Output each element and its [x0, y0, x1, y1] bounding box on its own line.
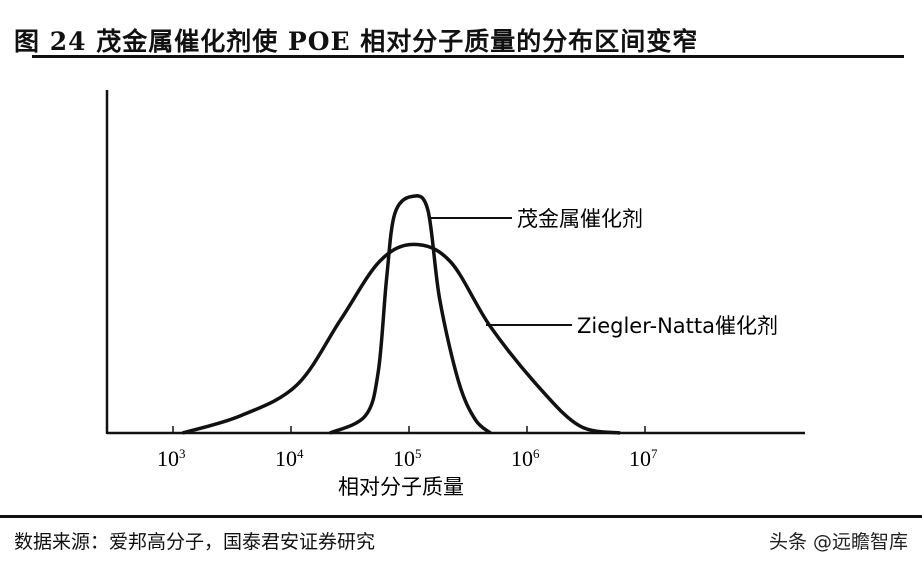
curve-ziegler-natta	[181, 242, 621, 435]
x-axis-label: 相对分子质量	[338, 475, 464, 499]
watermark: 头条 @远瞻智库	[768, 531, 908, 553]
figure-title: 图 24 茂金属催化剂使 POE 相对分子质量的分布区间变窄	[14, 27, 699, 56]
source-note: 数据来源：爱邦高分子，国泰君安证券研究	[14, 531, 376, 553]
series-label-zn: Ziegler-Natta催化剂	[577, 314, 778, 338]
x-tick-label: 103	[157, 446, 186, 471]
x-tick-label: 106	[511, 446, 540, 471]
bottom-rule	[0, 515, 922, 518]
chart: 103 104 105 106 107 茂金属催化剂 Ziegler-Natta催化剂 …	[105, 90, 805, 499]
x-tick-label: 107	[629, 446, 658, 471]
curve-metallocene	[329, 194, 492, 435]
x-tick-label: 105	[393, 446, 422, 471]
top-rule	[32, 55, 904, 58]
x-tick-label: 104	[275, 446, 304, 471]
series-label-metallocene: 茂金属催化剂	[517, 207, 643, 231]
